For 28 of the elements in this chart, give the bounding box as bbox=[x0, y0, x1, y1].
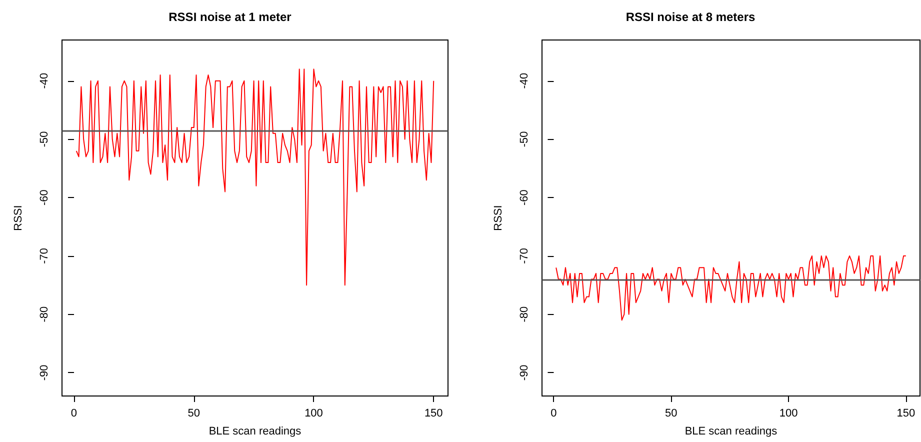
y-tick-label: -70 bbox=[518, 248, 530, 264]
y-tick-label: -40 bbox=[518, 72, 530, 89]
x-tick-label: 0 bbox=[70, 408, 78, 420]
y-tick-label: -60 bbox=[518, 190, 530, 206]
y-tick-label: -40 bbox=[38, 72, 50, 89]
x-axis-title: BLE scan readings bbox=[684, 426, 778, 438]
x-tick-label: 150 bbox=[424, 408, 443, 420]
chart-title: RSSI noise at 1 meter bbox=[168, 10, 292, 24]
y-axis-title: RSSI bbox=[12, 205, 24, 231]
x-tick-label: 50 bbox=[665, 408, 678, 420]
y-tick-label: -80 bbox=[518, 306, 530, 322]
x-tick-label: 100 bbox=[304, 408, 323, 420]
x-tick-label: 50 bbox=[188, 408, 200, 420]
y-tick-label: -50 bbox=[38, 131, 50, 148]
y-tick-label: -90 bbox=[38, 364, 50, 381]
x-axis-title: BLE scan readings bbox=[208, 426, 302, 438]
y-tick-label: -60 bbox=[38, 190, 50, 206]
y-axis-title: RSSI bbox=[492, 205, 504, 231]
x-tick-label: 0 bbox=[550, 408, 557, 420]
y-tick-label: -80 bbox=[38, 306, 50, 322]
line-series bbox=[556, 255, 906, 321]
line-series bbox=[76, 68, 434, 286]
y-tick-label: -90 bbox=[518, 364, 530, 381]
chart-title: RSSI noise at 8 meters bbox=[626, 10, 756, 24]
x-tick-label: 150 bbox=[896, 408, 916, 420]
y-tick-label: -70 bbox=[38, 248, 50, 264]
x-tick-label: 100 bbox=[779, 408, 798, 420]
y-tick-label: -50 bbox=[518, 131, 530, 148]
